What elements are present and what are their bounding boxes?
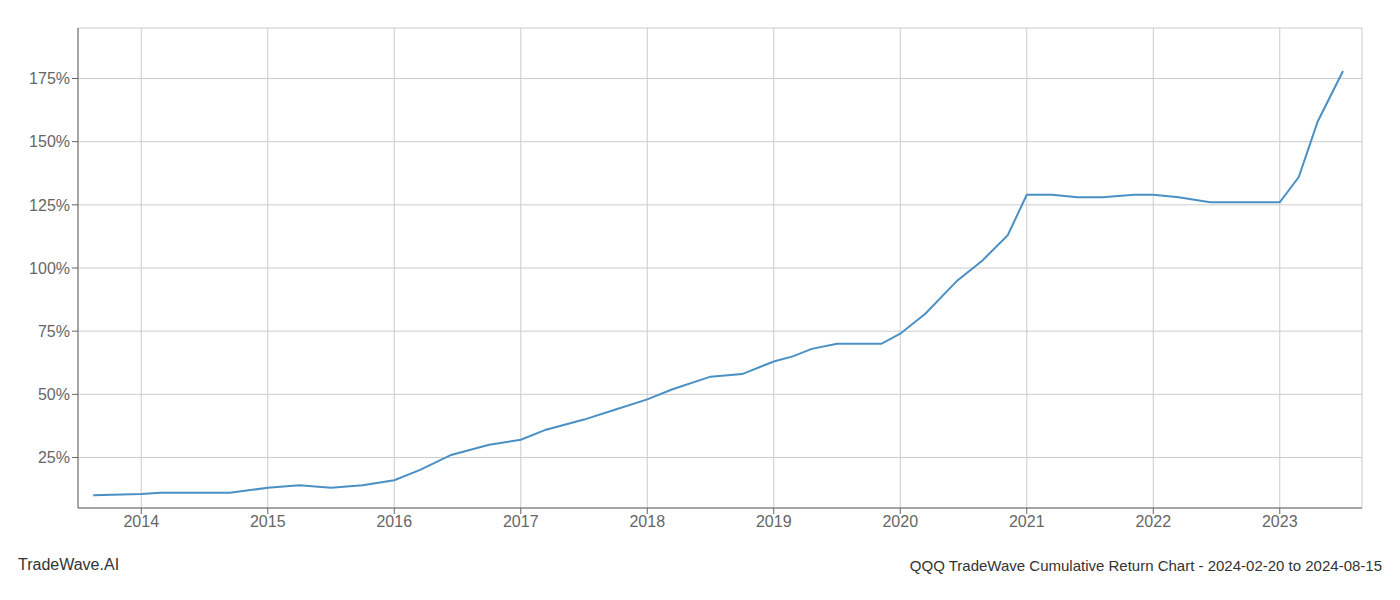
svg-text:2016: 2016 — [376, 513, 412, 530]
svg-text:150%: 150% — [29, 133, 70, 150]
svg-text:100%: 100% — [29, 260, 70, 277]
svg-text:2018: 2018 — [629, 513, 665, 530]
svg-text:75%: 75% — [38, 323, 70, 340]
svg-text:125%: 125% — [29, 197, 70, 214]
svg-text:50%: 50% — [38, 386, 70, 403]
svg-text:2019: 2019 — [756, 513, 792, 530]
svg-text:175%: 175% — [29, 70, 70, 87]
svg-text:2017: 2017 — [503, 513, 539, 530]
svg-text:2022: 2022 — [1135, 513, 1171, 530]
html-text:TradeWave.AI: TradeWave.AI — [18, 556, 120, 573]
svg-text:2015: 2015 — [250, 513, 286, 530]
svg-text:2021: 2021 — [1009, 513, 1045, 530]
html-text:QQQ TradeWave Cumulative Retur: QQQ TradeWave Cumulative Return Chart - … — [909, 557, 1382, 574]
svg-text:2014: 2014 — [123, 513, 159, 530]
svg-text:25%: 25% — [38, 449, 70, 466]
svg-text:2020: 2020 — [882, 513, 918, 530]
svg-text:2023: 2023 — [1262, 513, 1298, 530]
